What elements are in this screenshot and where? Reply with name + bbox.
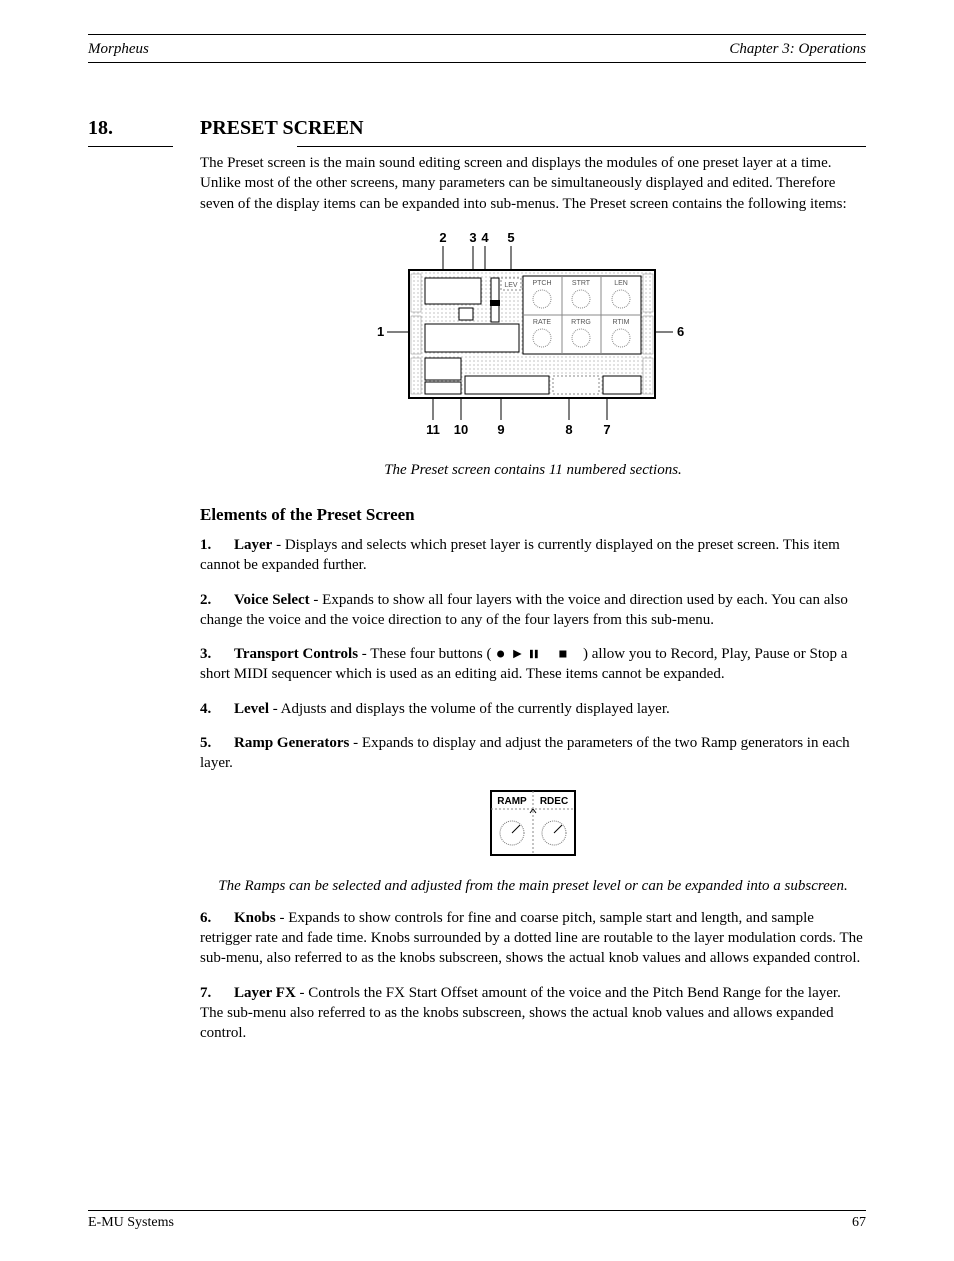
item-number: 2. xyxy=(200,590,234,610)
page: Morpheus Chapter 3: Operations 18. PRESE… xyxy=(0,34,954,1261)
item-number: 7. xyxy=(200,983,234,1003)
pause-icon xyxy=(530,650,538,658)
rule-section-long xyxy=(297,146,866,147)
list-item-7: 7.Layer FX - Controls the FX Start Offse… xyxy=(200,983,866,1044)
list-item-6: 6.Knobs - Expands to show controls for f… xyxy=(200,908,866,969)
knob-label-rate: RATE xyxy=(533,319,551,326)
section-title: PRESET SCREEN xyxy=(200,117,364,140)
callout-3: 3 xyxy=(469,230,476,245)
subheading: Elements of the Preset Screen xyxy=(200,504,866,527)
stop-icon xyxy=(560,651,567,658)
play-icon xyxy=(513,650,521,658)
rdec-label: RDEC xyxy=(540,796,568,807)
section-number: 18. xyxy=(88,117,136,140)
knob-label-ptch: PTCH xyxy=(532,280,551,287)
item-3-label: Transport Controls xyxy=(234,646,358,662)
item-number: 5. xyxy=(200,733,234,753)
callout-8: 8 xyxy=(565,422,572,437)
intro-para: The Preset screen is the main sound edit… xyxy=(200,153,866,214)
ramp-label: RAMP xyxy=(497,796,527,807)
header-right: Chapter 3: Operations xyxy=(729,41,866,58)
item-6-label: Knobs xyxy=(234,910,276,926)
callout-4: 4 xyxy=(481,230,489,245)
diagram-caption: The Preset screen contains 11 numbered s… xyxy=(200,460,866,480)
item-7-text: - Controls the FX Start Offset amount of… xyxy=(200,985,841,1042)
callout-1: 1 xyxy=(377,324,384,339)
item-5-label: Ramp Generators xyxy=(234,735,349,751)
preset-screen-diagram: 2 3 4 5 1 6 xyxy=(200,228,866,481)
knob-label-rtrg: RTRG xyxy=(571,319,591,326)
item-number: 1. xyxy=(200,535,234,555)
callout-2: 2 xyxy=(439,230,446,245)
item-number: 6. xyxy=(200,908,234,928)
record-icon xyxy=(497,651,504,658)
footer-left: E-MU Systems xyxy=(88,1215,174,1231)
item-2-label: Voice Select xyxy=(234,592,310,608)
body-column: The Preset screen is the main sound edit… xyxy=(200,153,866,1043)
knob-label-len: LEN xyxy=(614,280,628,287)
item-6-text: - Expands to show controls for fine and … xyxy=(200,910,863,967)
item-number: 3. xyxy=(200,644,234,664)
header-left: Morpheus xyxy=(88,41,149,58)
item-4-text: - Adjusts and displays the volume of the… xyxy=(269,701,670,717)
transport-icons xyxy=(495,646,579,662)
callout-6: 6 xyxy=(677,324,684,339)
diagram-svg: 2 3 4 5 1 6 xyxy=(373,228,693,448)
knob-label-strt: STRT xyxy=(572,280,591,287)
item-4-label: Level xyxy=(234,701,269,717)
item-1-label: Layer xyxy=(234,537,272,553)
item-1-text: - Displays and selects which preset laye… xyxy=(200,537,840,573)
item-7-label: Layer FX xyxy=(234,985,296,1001)
ramp-caption: The Ramps can be selected and adjusted f… xyxy=(200,876,866,896)
knob-label-rtim: RTIM xyxy=(613,319,630,326)
list-item-3: 3.Transport Controls - These four button… xyxy=(200,644,866,685)
svg-text:LEV: LEV xyxy=(504,282,518,289)
rule-sub xyxy=(88,62,866,63)
item-3-text-a: - These four buttons ( xyxy=(358,646,495,662)
list-item-2: 2.Voice Select - Expands to show all fou… xyxy=(200,590,866,631)
callout-9: 9 xyxy=(497,422,504,437)
callout-7: 7 xyxy=(603,422,610,437)
rule-section-short xyxy=(88,146,173,147)
list-item-1: 1.Layer - Displays and selects which pre… xyxy=(200,535,866,576)
footer: E-MU Systems 67 xyxy=(88,1211,866,1231)
list-item-4: 4.Level - Adjusts and displays the volum… xyxy=(200,699,866,719)
running-header: Morpheus Chapter 3: Operations xyxy=(88,35,866,62)
ramp-figure: RAMP RDEC The Ramps can be selected and … xyxy=(200,787,866,896)
callout-10: 10 xyxy=(454,422,468,437)
item-number: 4. xyxy=(200,699,234,719)
footer-page: 67 xyxy=(852,1215,866,1231)
callout-11: 11 xyxy=(426,422,440,437)
section-heading: 18. PRESET SCREEN xyxy=(88,117,866,153)
callout-5: 5 xyxy=(507,230,514,245)
ramp-svg: RAMP RDEC xyxy=(483,787,583,863)
list-item-5: 5.Ramp Generators - Expands to display a… xyxy=(200,733,866,774)
